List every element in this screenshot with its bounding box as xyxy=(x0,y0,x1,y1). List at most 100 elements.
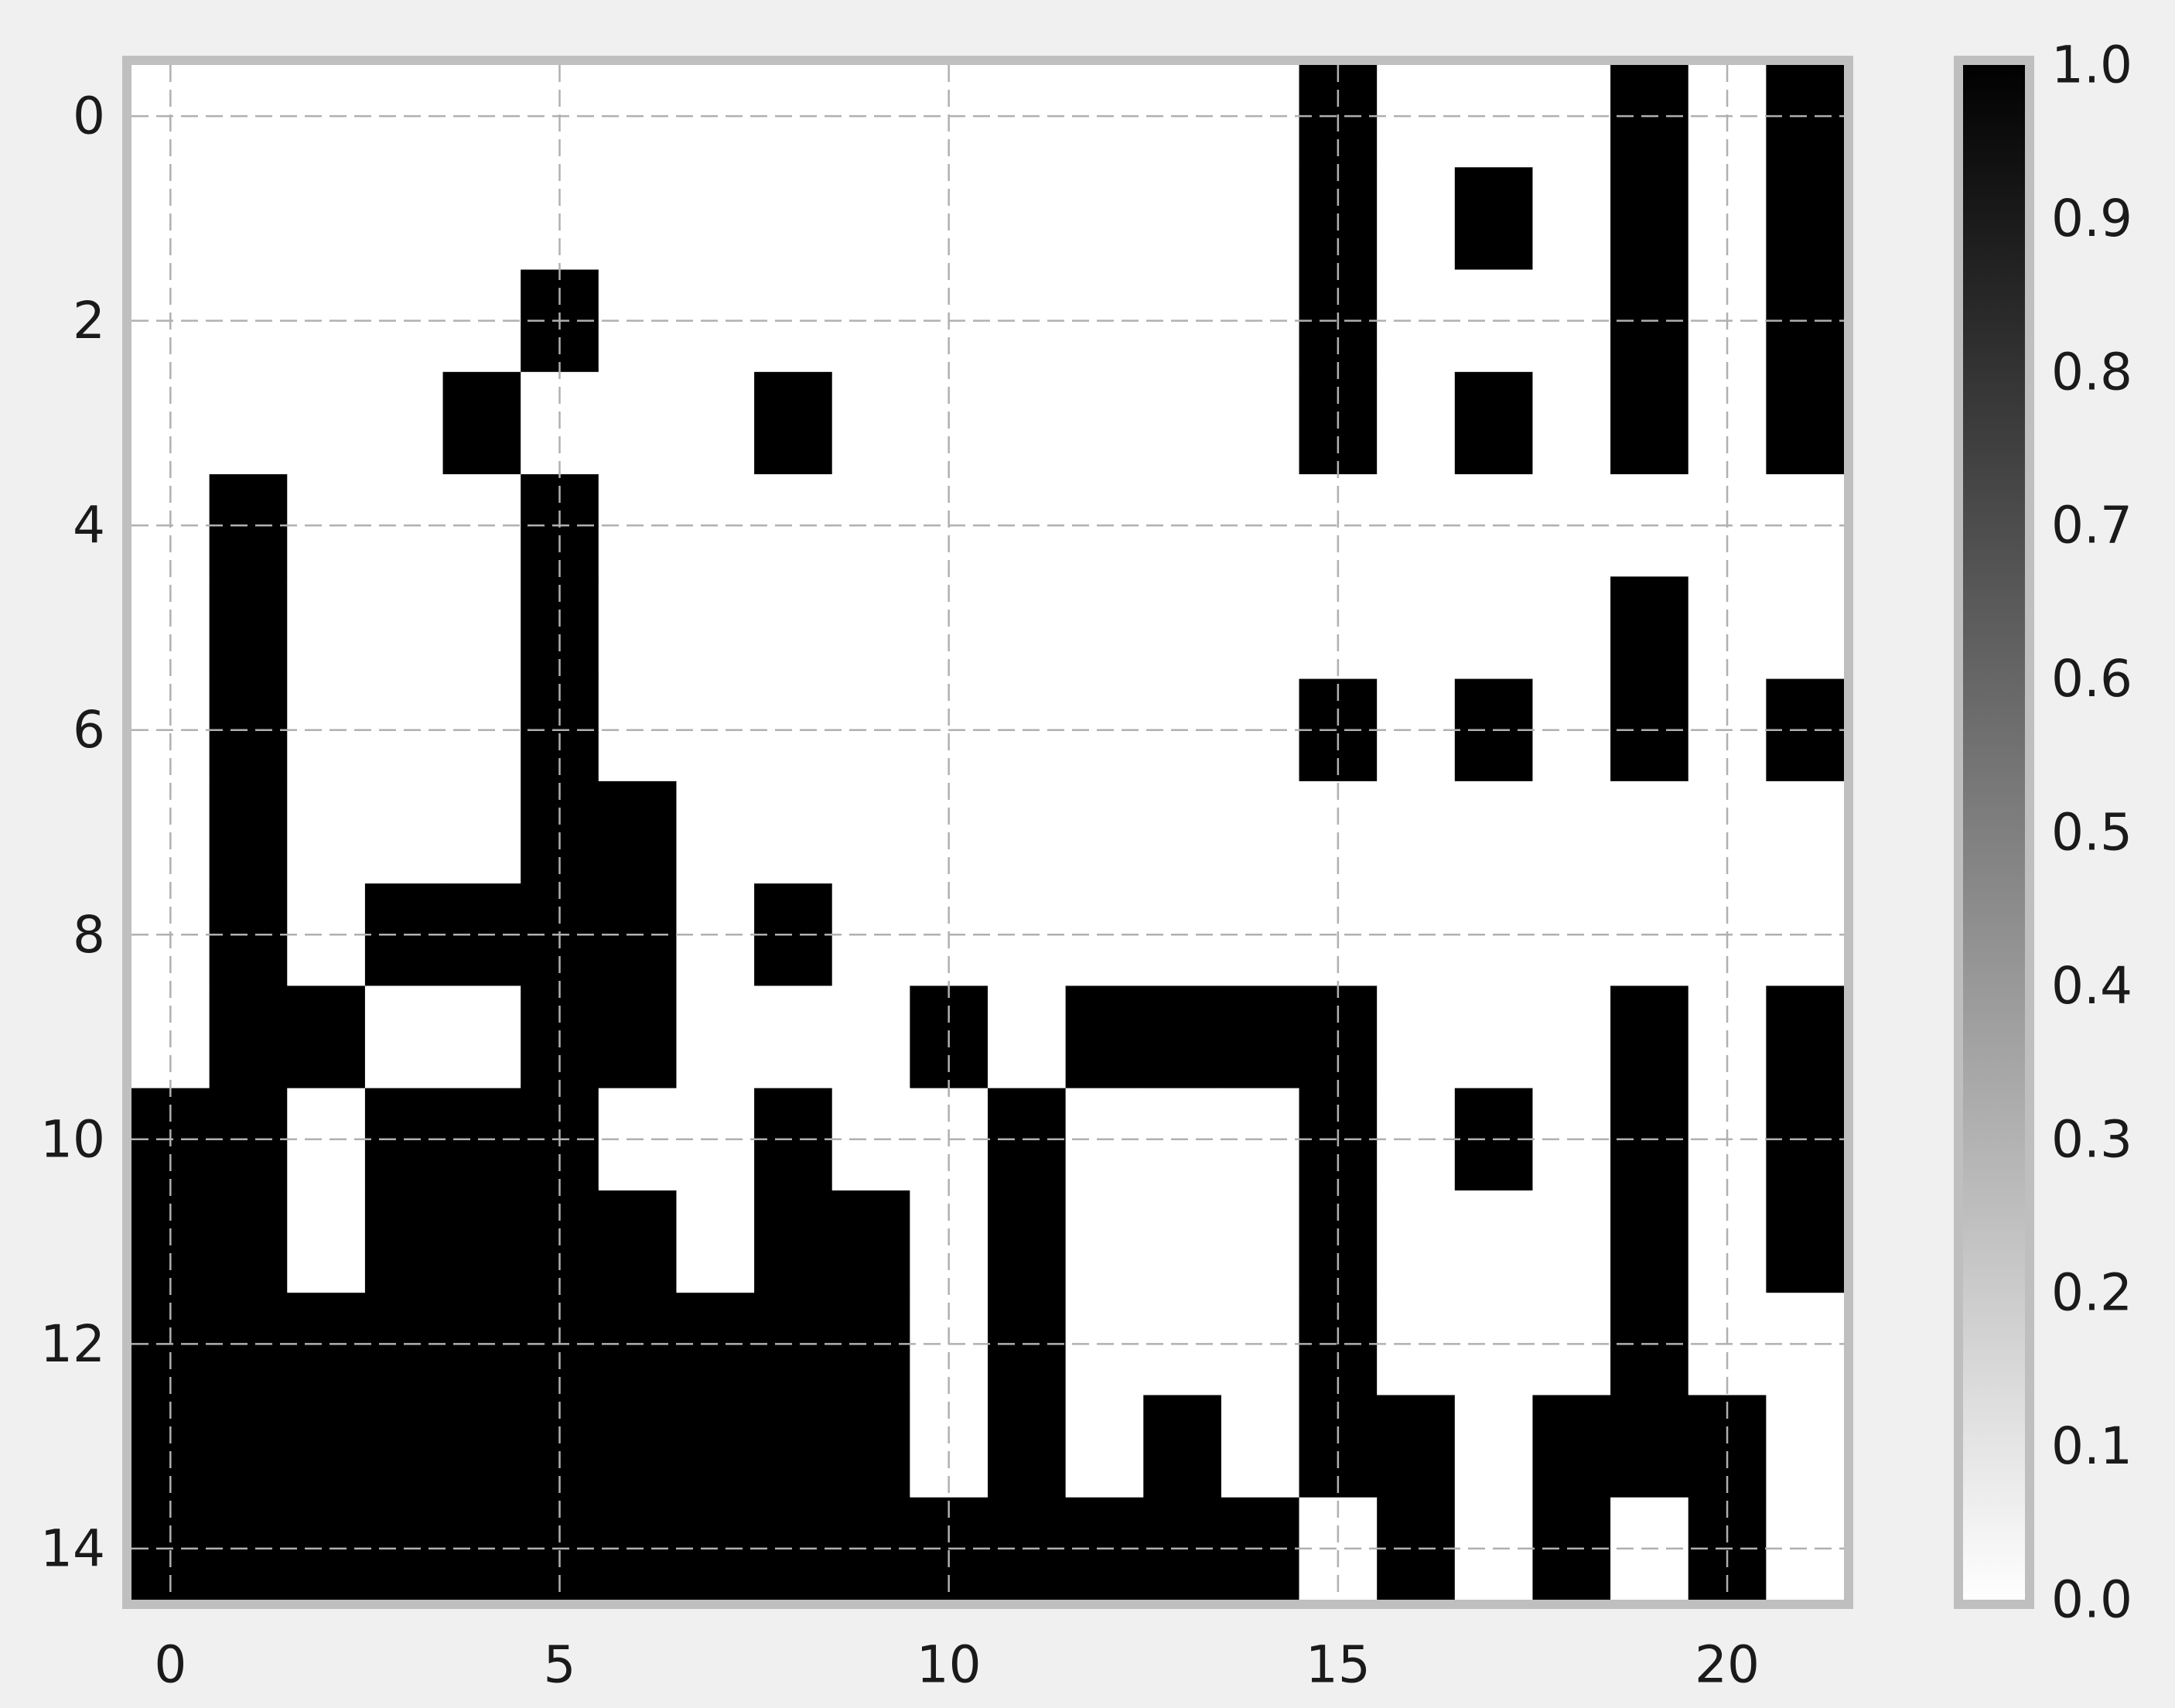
heatmap-cell-r3-c13 xyxy=(1143,371,1222,475)
colorbar-tick-label-0.5: 0.5 xyxy=(2051,803,2132,863)
heatmap-cell-r1-c17 xyxy=(1454,167,1534,271)
heatmap-cell-r3-c19 xyxy=(1610,371,1689,475)
heatmap-cell-r12-c9 xyxy=(831,1293,910,1396)
heatmap-cell-r13-c17 xyxy=(1454,1395,1534,1498)
heatmap-cell-r7-c21 xyxy=(1766,781,1845,884)
y-tick-label-6: 6 xyxy=(73,700,105,760)
colorbar-tick-label-0.2: 0.2 xyxy=(2051,1263,2132,1323)
heatmap-cell-r1-c4 xyxy=(442,167,521,271)
x-axis-ticks: 0 5 10 15 20 xyxy=(154,1635,1760,1695)
heatmap-cell-r5-c13 xyxy=(1143,576,1222,680)
heatmap-cell-r3-c16 xyxy=(1377,371,1456,475)
heatmap-cell-r7-c11 xyxy=(988,781,1067,884)
colorbar-tick-label-0.7: 0.7 xyxy=(2051,496,2132,555)
heatmap-cell-r2-c2 xyxy=(287,269,366,373)
heatmap-cell-r10-c2 xyxy=(287,1088,366,1191)
heatmap-cell-r1-c9 xyxy=(831,167,910,271)
heatmap-cell-r9-c11 xyxy=(988,986,1067,1089)
heatmap-cell-r14-c2 xyxy=(287,1497,366,1600)
heatmap-cell-r9-c12 xyxy=(1065,986,1144,1089)
heatmap-cell-r13-c3 xyxy=(364,1395,444,1498)
heatmap-cell-r13-c2 xyxy=(287,1395,366,1498)
heatmap-cell-r9-c19 xyxy=(1610,986,1689,1089)
heatmap-cell-r11-c12 xyxy=(1065,1190,1144,1293)
heatmap-cell-r10-c16 xyxy=(1377,1088,1456,1191)
heatmap-cell-r7-c14 xyxy=(1221,781,1300,884)
heatmap-cell-r9-c3 xyxy=(364,986,444,1089)
heatmap-cell-r3-c14 xyxy=(1221,371,1300,475)
heatmap-cell-r7-c16 xyxy=(1377,781,1456,884)
y-tick-label-8: 8 xyxy=(73,905,105,965)
heatmap-cell-r7-c2 xyxy=(287,781,366,884)
heatmap-cell-r7-c8 xyxy=(754,781,833,884)
colorbar-tick-label-0.6: 0.6 xyxy=(2051,649,2132,709)
heatmap-cell-r5-c9 xyxy=(831,576,910,680)
heatmap-cell-r3-c18 xyxy=(1532,371,1611,475)
heatmap-cell-r11-c21 xyxy=(1766,1190,1845,1293)
heatmap-cell-r13-c6 xyxy=(598,1395,678,1498)
heatmap-cell-r3-c4 xyxy=(442,371,521,475)
heatmap-cell-r1-c8 xyxy=(754,167,833,271)
heatmap-cell-r1-c11 xyxy=(988,167,1067,271)
heatmap-cell-r9-c2 xyxy=(287,986,366,1089)
heatmap-cell-r5-c6 xyxy=(598,576,678,680)
heatmap-cell-r1-c7 xyxy=(676,167,755,271)
heatmap-cell-r5-c4 xyxy=(442,576,521,680)
heatmap-cell-r11-c7 xyxy=(676,1190,755,1293)
y-tick-label-4: 4 xyxy=(73,496,105,555)
colorbar-tick-label-0.4: 0.4 xyxy=(2051,956,2132,1016)
heatmap-cell-r3-c8 xyxy=(754,371,833,475)
heatmap-cell-r2-c9 xyxy=(831,269,910,373)
heatmap-cell-r7-c18 xyxy=(1532,781,1611,884)
heatmap-cell-r13-c8 xyxy=(754,1395,833,1498)
heatmap-cell-r7-c12 xyxy=(1065,781,1144,884)
heatmap-cell-r11-c1 xyxy=(209,1190,288,1293)
heatmap-cell-r4-c16 xyxy=(1377,474,1456,577)
heatmap-cell-r7-c3 xyxy=(364,781,444,884)
heatmap-cell-r5-c21 xyxy=(1766,576,1845,680)
heatmap-cell-r1-c6 xyxy=(598,167,678,271)
colorbar-tick-label-0.8: 0.8 xyxy=(2051,342,2132,401)
heatmap-cell-r1-c1 xyxy=(209,167,288,271)
heatmap-cell-r5-c18 xyxy=(1532,576,1611,680)
heatmap-cell-r14-c9 xyxy=(831,1497,910,1600)
heatmap-cell-r7-c7 xyxy=(676,781,755,884)
heatmap-cell-r13-c11 xyxy=(988,1395,1067,1498)
heatmap-cell-r9-c13 xyxy=(1143,986,1222,1089)
heatmap-cell-r9-c4 xyxy=(442,986,521,1089)
heatmap-cell-r1-c19 xyxy=(1610,167,1689,271)
heatmap-cell-r0-c2 xyxy=(287,65,366,168)
heatmap-cell-r5-c1 xyxy=(209,576,288,680)
heatmap-cell-r3-c21 xyxy=(1766,371,1845,475)
heatmap-cell-r5-c14 xyxy=(1221,576,1300,680)
heatmap-cell-r11-c11 xyxy=(988,1190,1067,1293)
heatmap-cell-r11-c19 xyxy=(1610,1190,1689,1293)
heatmap-cell-r7-c1 xyxy=(209,781,288,884)
heatmap-cell-r11-c4 xyxy=(442,1190,521,1293)
heatmap-cell-r1-c21 xyxy=(1766,167,1845,271)
heatmap-cell-r0-c16 xyxy=(1377,65,1456,168)
heatmap-cell-r3-c3 xyxy=(364,371,444,475)
heatmap-cell-r13-c7 xyxy=(676,1395,755,1498)
heatmap-cell-r14-c16 xyxy=(1377,1497,1456,1600)
heatmap-cell-r13-c1 xyxy=(209,1395,288,1498)
heatmap-cell-r9-c9 xyxy=(831,986,910,1089)
x-tick-label-5: 5 xyxy=(544,1635,576,1695)
heatmap-cell-r7-c19 xyxy=(1610,781,1689,884)
x-tick-label-10: 10 xyxy=(917,1635,982,1695)
x-tick-label-0: 0 xyxy=(154,1635,186,1695)
heatmap-cell-r2-c16 xyxy=(1377,269,1456,373)
heatmap-cell-r12-c2 xyxy=(287,1293,366,1396)
colorbar-tick-label-0.1: 0.1 xyxy=(2051,1416,2132,1476)
colorbar xyxy=(1954,56,2034,1609)
heatmap-cell-r5-c2 xyxy=(287,576,366,680)
heatmap-cell-r11-c8 xyxy=(754,1190,833,1293)
heatmap-cell-r7-c17 xyxy=(1454,781,1534,884)
heatmap-cell-r1-c14 xyxy=(1221,167,1300,271)
heatmap-cell-r1-c12 xyxy=(1065,167,1144,271)
heatmap-cell-r13-c4 xyxy=(442,1395,521,1498)
heatmap-cell-r5-c17 xyxy=(1454,576,1534,680)
y-tick-label-12: 12 xyxy=(40,1314,105,1374)
heatmap-cell-r9-c16 xyxy=(1377,986,1456,1089)
